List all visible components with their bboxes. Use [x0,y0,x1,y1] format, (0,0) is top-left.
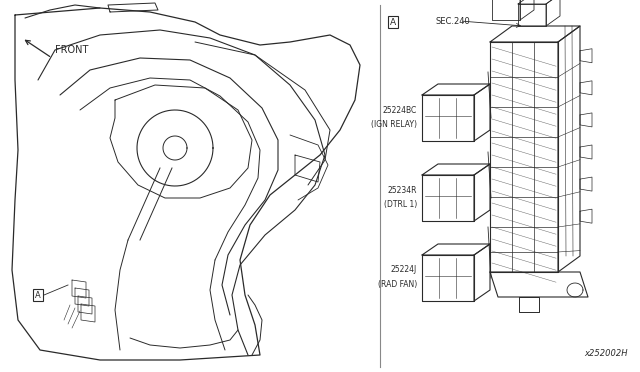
Text: 25224J: 25224J [391,266,417,275]
Text: SEC.240: SEC.240 [435,16,470,26]
Text: (IGN RELAY): (IGN RELAY) [371,119,417,128]
Text: 25234R: 25234R [387,186,417,195]
Text: (DTRL 1): (DTRL 1) [384,199,417,208]
Text: A: A [35,291,41,299]
Text: x252002H: x252002H [584,349,628,358]
Text: A: A [390,17,396,26]
Text: FRONT: FRONT [55,45,88,55]
Text: 25224BC: 25224BC [383,106,417,115]
Text: (RAD FAN): (RAD FAN) [378,279,417,289]
